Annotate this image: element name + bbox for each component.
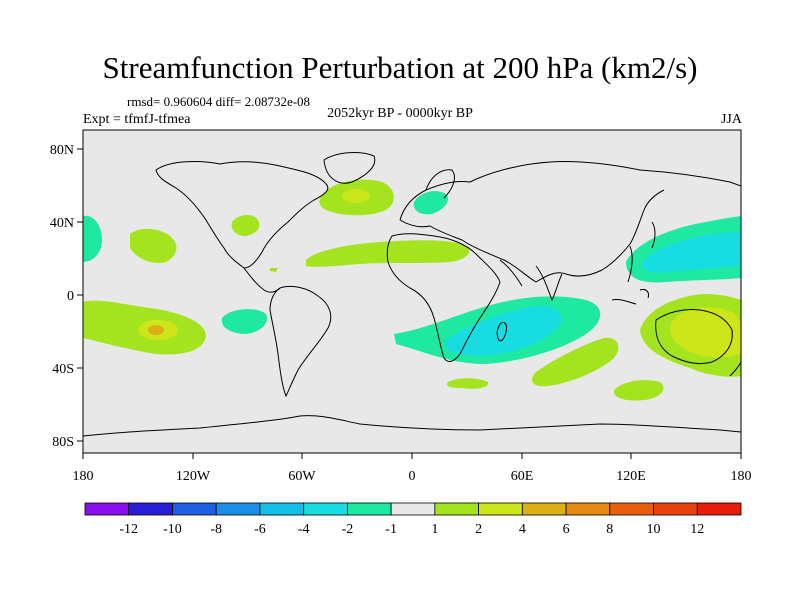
- figure-title: Streamfunction Perturbation at 200 hPa (…: [102, 50, 698, 85]
- colorbar-box: [259, 502, 305, 516]
- x-tick-label: 180: [73, 469, 94, 484]
- colorbar-label: -6: [254, 522, 266, 537]
- anomaly-negative-south-pacific: [221, 309, 268, 334]
- colorbar-label: 8: [606, 522, 613, 537]
- axis-ticks: [77, 148, 742, 459]
- colorbar-box: [434, 502, 479, 516]
- coastlines: [83, 152, 741, 437]
- map-background: [83, 130, 741, 453]
- anomaly-core-australia: [670, 307, 741, 358]
- colorbar-label: -12: [119, 522, 138, 537]
- anomaly-positive-caribbean: [270, 268, 278, 272]
- y-tick-label: 80N: [50, 143, 74, 158]
- colorbar-box: [84, 502, 130, 516]
- experiment-label: Expt = tfmfJ-tfmea: [83, 112, 191, 127]
- y-tick-label: 80S: [52, 435, 74, 450]
- anomaly-negative-east-asia-core: [641, 232, 741, 273]
- x-tick-label: 120E: [616, 469, 646, 484]
- x-tick-label: 180: [731, 469, 752, 484]
- colorbar-box: [696, 502, 742, 516]
- colorbar-label: 1: [431, 522, 438, 537]
- x-tick-label: 0: [409, 469, 416, 484]
- anomaly-fields: [83, 179, 741, 401]
- colorbar-label: -4: [298, 522, 310, 537]
- colorbar-box: [653, 502, 698, 516]
- anomaly-positive-west-us: [231, 214, 260, 236]
- colorbar-box: [346, 502, 392, 516]
- colorbar-box: [215, 502, 261, 516]
- x-tick-label: 60E: [511, 469, 534, 484]
- colorbar-labels: -12 -10 -8 -6 -4 -2 -1 1 2 4 6 8 10 12: [119, 522, 704, 537]
- colorbar-label: -8: [210, 522, 222, 537]
- y-tick-label: 0: [67, 289, 74, 304]
- anomaly-negative-indian-ocean-core: [444, 305, 562, 356]
- colorbar-label: 6: [563, 522, 570, 537]
- anomaly-positive-east-pacific: [130, 228, 177, 264]
- colorbar-label: -2: [342, 522, 354, 537]
- colorbar-box: [390, 502, 436, 516]
- anomaly-negative-north-sea: [413, 191, 449, 215]
- colorbar-label: 2: [475, 522, 482, 537]
- x-tick-label: 120W: [176, 469, 211, 484]
- x-tick-label: 60W: [288, 469, 316, 484]
- y-axis-labels: 80N 40N 0 40S 80S: [50, 143, 74, 450]
- colorbar-box: [609, 502, 654, 516]
- x-axis-labels: 180 120W 60W 0 60E 120E 180: [73, 469, 752, 484]
- anomaly-positive-south-ocean-2: [613, 380, 664, 401]
- colorbar: [84, 502, 742, 516]
- colorbar-label: 12: [690, 522, 704, 537]
- anomaly-positive-south-ocean-1: [446, 378, 489, 389]
- period-label: 2052kyr BP - 0000kyr BP: [327, 106, 473, 121]
- colorbar-box: [478, 502, 523, 516]
- season-label: JJA: [720, 112, 742, 127]
- colorbar-label: 10: [647, 522, 661, 537]
- colorbar-label: 4: [519, 522, 526, 537]
- stats-label: rmsd= 0.960604 diff= 2.08732e-08: [127, 94, 311, 109]
- anomaly-negative-north-pacific-west: [83, 215, 102, 262]
- colorbar-box: [303, 502, 348, 516]
- anomaly-core-north-atlantic: [342, 189, 370, 203]
- anomaly-core-south-pacific-inner: [148, 325, 164, 335]
- anomaly-positive-indian-ocean-south: [532, 337, 619, 387]
- colorbar-box: [565, 502, 611, 516]
- y-tick-label: 40S: [52, 362, 74, 377]
- colorbar-label: -10: [163, 522, 182, 537]
- y-tick-label: 40N: [50, 216, 74, 231]
- colorbar-box: [172, 502, 217, 516]
- colorbar-label: -1: [385, 522, 397, 537]
- colorbar-box: [128, 502, 173, 516]
- colorbar-box: [521, 502, 567, 516]
